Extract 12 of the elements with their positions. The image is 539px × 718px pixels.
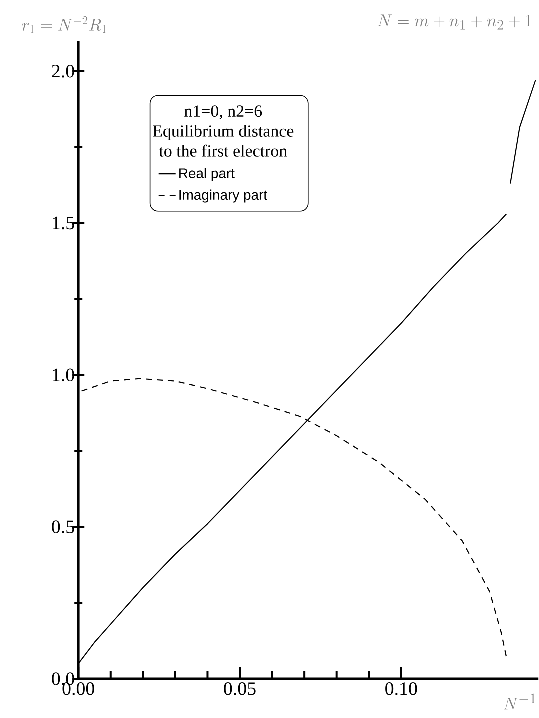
legend-title: n1=0, n2=6 Equilibrium distance to the first electron: [153, 106, 294, 157]
y-tick-label: 2.0: [52, 64, 74, 78]
y-axis-title: $r_1 = N^{-2} R_1$: [22, 16, 106, 34]
x-axis-title: $N^{-1}$: [504, 694, 536, 710]
x-tick-label: 0.05: [224, 682, 256, 696]
y-tick-label: 0.5: [52, 520, 74, 534]
y-tick-label: 1.0: [53, 368, 74, 382]
legend-label: Real part: [180, 168, 235, 182]
legend-label: Imaginary part: [180, 190, 268, 203]
y-tick-label: 1.5: [53, 216, 74, 230]
x-tick-label: 0.10: [386, 682, 418, 696]
chart-title: $N = m + n_1 + n_2 + 1$: [378, 14, 532, 30]
